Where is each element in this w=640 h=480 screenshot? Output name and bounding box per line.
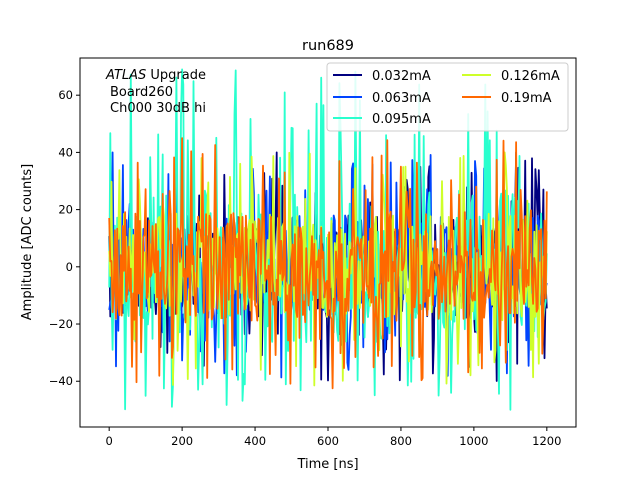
y-tick-label: 0 — [66, 260, 73, 274]
board-label: Board260 — [110, 85, 173, 100]
y-tick-label: 60 — [58, 88, 73, 102]
legend-label-3: 0.126mA — [501, 69, 560, 84]
x-tick-label: 1000 — [459, 434, 488, 448]
x-tick-label: 200 — [171, 434, 193, 448]
atlas-label: ATLAS Upgrade — [105, 68, 206, 83]
x-axis-label: Time [ns] — [296, 457, 358, 472]
axes-layer: 0 200 400 600 800 1000 1200 −40 −20 0 20 40 60 — [49, 88, 562, 448]
legend-label-2: 0.095mA — [372, 112, 431, 127]
x-tick-label: 0 — [106, 434, 113, 448]
y-tick-label: −40 — [49, 374, 73, 388]
series-line-0.19mA — [108, 137, 548, 390]
y-tick-label: 20 — [58, 203, 73, 217]
series-layer — [108, 68, 548, 411]
legend-label-1: 0.063mA — [372, 91, 431, 106]
x-tick-label: 400 — [244, 434, 266, 448]
y-tick-label: 40 — [58, 145, 73, 159]
x-tick-label: 1200 — [532, 434, 561, 448]
plot-frame — [79, 57, 577, 428]
legend-label-0: 0.032mA — [372, 69, 431, 84]
chart-title: run689 — [302, 38, 354, 54]
x-tick-label: 600 — [317, 434, 339, 448]
legend-frame — [326, 62, 569, 132]
legend: 0.032mA 0.063mA 0.095mA 0.126mA 0.19mA — [326, 62, 569, 132]
atlas-annotation: ATLAS Upgrade Board260 Ch000 30dB hi — [105, 68, 206, 116]
atlas-suffix: Upgrade — [146, 68, 206, 83]
channel-label: Ch000 30dB hi — [110, 101, 206, 116]
y-tick-label: −20 — [49, 317, 73, 331]
y-axis-label: Amplitude [ADC counts] — [20, 164, 35, 320]
atlas-experiment: ATLAS — [105, 68, 146, 83]
legend-label-4: 0.19mA — [501, 91, 552, 106]
x-tick-label: 800 — [390, 434, 412, 448]
